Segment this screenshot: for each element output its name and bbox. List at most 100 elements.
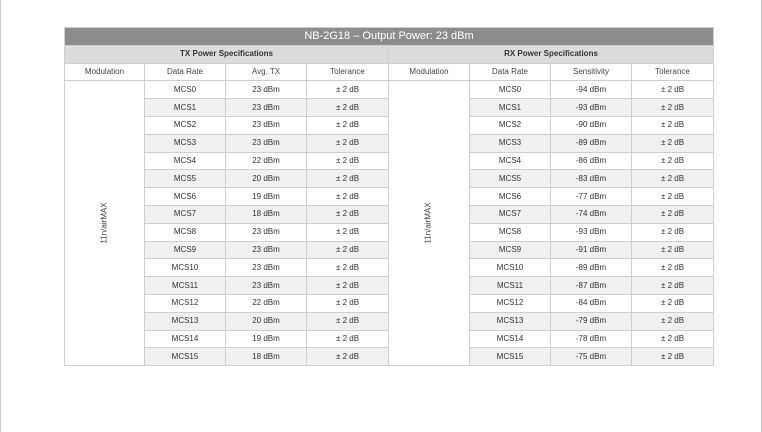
rx-data-rate-cell: MCS1 — [469, 98, 551, 117]
rx-sensitivity-cell: -74 dBm — [550, 204, 632, 224]
rx-sensitivity-cell: -79 dBm — [550, 311, 632, 331]
rx-data-rate-cell: MCS11 — [469, 276, 551, 295]
tx-tolerance-cell: ± 2 dB — [306, 240, 389, 260]
rx-sensitivity-cell: -93 dBm — [550, 222, 632, 242]
tx-tolerance-cell: ± 2 dB — [306, 204, 389, 224]
tx-col-avg-tx: Avg. TX — [225, 62, 307, 82]
table-row: MCS5 20 dBm ± 2 dB MCS5 -83 dBm ± 2 dB — [65, 169, 714, 189]
tx-modulation-cell: 11n/airMAX — [64, 80, 145, 367]
tx-data-rate-cell: MCS13 — [144, 311, 226, 331]
rx-data-rate-cell: MCS3 — [469, 133, 551, 153]
rx-tolerance-cell: ± 2 dB — [631, 98, 714, 117]
rx-tolerance-cell: ± 2 dB — [631, 222, 714, 242]
table-row: MCS8 23 dBm ± 2 dB MCS8 -93 dBm ± 2 dB — [65, 222, 714, 242]
tx-tolerance-cell: ± 2 dB — [306, 187, 389, 206]
table-row: MCS15 18 dBm ± 2 dB MCS15 -75 dBm ± 2 dB — [65, 347, 714, 367]
spec-table-body: 11n/airMAX MCS0 23 dBm ± 2 dB 11n/airMAX MCS0… — [64, 80, 714, 367]
rx-tolerance-cell: ± 2 dB — [631, 187, 714, 206]
tx-data-rate-cell: MCS6 — [144, 187, 226, 206]
rx-data-rate-cell: MCS8 — [469, 222, 551, 242]
power-spec-table: NB-2G18 – Output Power: 23 dBm TX Power … — [64, 27, 714, 367]
rx-sensitivity-cell: -94 dBm — [550, 80, 632, 100]
tx-data-rate-cell: MCS14 — [144, 329, 226, 349]
rx-data-rate-cell: MCS4 — [469, 151, 551, 171]
tx-tolerance-cell: ± 2 dB — [306, 98, 389, 117]
rx-sensitivity-cell: -84 dBm — [550, 293, 632, 313]
table-row: MCS9 23 dBm ± 2 dB MCS9 -91 dBm ± 2 dB — [65, 240, 714, 260]
tx-tolerance-cell: ± 2 dB — [306, 311, 389, 331]
tx-avg-tx-cell: 23 dBm — [225, 98, 307, 117]
tx-data-rate-cell: MCS0 — [144, 80, 226, 100]
tx-avg-tx-cell: 23 dBm — [225, 222, 307, 242]
rx-data-rate-cell: MCS6 — [469, 187, 551, 206]
rx-data-rate-cell: MCS7 — [469, 204, 551, 224]
rx-tolerance-cell: ± 2 dB — [631, 151, 714, 171]
tx-data-rate-cell: MCS15 — [144, 347, 226, 367]
rx-sensitivity-cell: -89 dBm — [550, 258, 632, 278]
table-row: MCS13 20 dBm ± 2 dB MCS13 -79 dBm ± 2 dB — [65, 311, 714, 331]
rx-tolerance-cell: ± 2 dB — [631, 258, 714, 278]
rx-tolerance-cell: ± 2 dB — [631, 115, 714, 135]
tx-tolerance-cell: ± 2 dB — [306, 276, 389, 295]
tx-data-rate-cell: MCS4 — [144, 151, 226, 171]
tx-avg-tx-cell: 19 dBm — [225, 329, 307, 349]
rx-data-rate-cell: MCS10 — [469, 258, 551, 278]
tx-data-rate-cell: MCS2 — [144, 115, 226, 135]
tx-tolerance-cell: ± 2 dB — [306, 258, 389, 278]
rx-sensitivity-cell: -83 dBm — [550, 169, 632, 189]
rx-tolerance-cell: ± 2 dB — [631, 347, 714, 367]
tx-data-rate-cell: MCS7 — [144, 204, 226, 224]
tx-col-modulation: Modulation — [64, 62, 145, 82]
rx-sensitivity-cell: -86 dBm — [550, 151, 632, 171]
table-title: NB-2G18 – Output Power: 23 dBm — [64, 27, 714, 46]
rx-data-rate-cell: MCS2 — [469, 115, 551, 135]
tx-data-rate-cell: MCS8 — [144, 222, 226, 242]
rx-sensitivity-cell: -75 dBm — [550, 347, 632, 367]
rx-modulation-label: 11n/airMAX — [423, 202, 433, 244]
table-row: MCS4 22 dBm ± 2 dB MCS4 -86 dBm ± 2 dB — [65, 151, 714, 171]
rx-col-tolerance: Tolerance — [631, 62, 714, 82]
rx-col-data-rate: Data Rate — [469, 62, 551, 82]
tx-section-heading: TX Power Specifications — [64, 44, 389, 64]
tx-tolerance-cell: ± 2 dB — [306, 133, 389, 153]
tx-avg-tx-cell: 23 dBm — [225, 240, 307, 260]
tx-avg-tx-cell: 19 dBm — [225, 187, 307, 206]
rx-sensitivity-cell: -89 dBm — [550, 133, 632, 153]
tx-avg-tx-cell: 23 dBm — [225, 80, 307, 100]
tx-col-tolerance: Tolerance — [306, 62, 389, 82]
table-row: MCS12 22 dBm ± 2 dB MCS12 -84 dBm ± 2 dB — [65, 293, 714, 313]
rx-section-heading: RX Power Specifications — [388, 44, 714, 64]
rx-sensitivity-cell: -90 dBm — [550, 115, 632, 135]
tx-avg-tx-cell: 22 dBm — [225, 151, 307, 171]
rx-data-rate-cell: MCS13 — [469, 311, 551, 331]
rx-col-modulation: Modulation — [388, 62, 470, 82]
tx-avg-tx-cell: 23 dBm — [225, 115, 307, 135]
tx-tolerance-cell: ± 2 dB — [306, 80, 389, 100]
rx-data-rate-cell: MCS14 — [469, 329, 551, 349]
tx-avg-tx-cell: 23 dBm — [225, 133, 307, 153]
table-row: MCS3 23 dBm ± 2 dB MCS3 -89 dBm ± 2 dB — [65, 133, 714, 153]
tx-tolerance-cell: ± 2 dB — [306, 169, 389, 189]
rx-tolerance-cell: ± 2 dB — [631, 133, 714, 153]
rx-modulation-cell: 11n/airMAX — [388, 80, 470, 367]
rx-data-rate-cell: MCS12 — [469, 293, 551, 313]
tx-tolerance-cell: ± 2 dB — [306, 329, 389, 349]
rx-tolerance-cell: ± 2 dB — [631, 240, 714, 260]
rx-sensitivity-cell: -91 dBm — [550, 240, 632, 260]
rx-tolerance-cell: ± 2 dB — [631, 329, 714, 349]
tx-modulation-label: 11n/airMAX — [99, 202, 109, 244]
tx-avg-tx-cell: 22 dBm — [225, 293, 307, 313]
rx-tolerance-cell: ± 2 dB — [631, 311, 714, 331]
rx-tolerance-cell: ± 2 dB — [631, 169, 714, 189]
rx-tolerance-cell: ± 2 dB — [631, 293, 714, 313]
rx-col-sensitivity: Sensitivity — [550, 62, 632, 82]
table-row: 11n/airMAX MCS0 23 dBm ± 2 dB 11n/airMAX MCS0… — [64, 80, 714, 367]
rx-data-rate-cell: MCS5 — [469, 169, 551, 189]
tx-data-rate-cell: MCS3 — [144, 133, 226, 153]
tx-avg-tx-cell: 20 dBm — [225, 169, 307, 189]
rx-tolerance-cell: ± 2 dB — [631, 276, 714, 295]
tx-col-data-rate: Data Rate — [144, 62, 226, 82]
tx-data-rate-cell: MCS12 — [144, 293, 226, 313]
rx-sensitivity-cell: -77 dBm — [550, 187, 632, 206]
tx-avg-tx-cell: 20 dBm — [225, 311, 307, 331]
